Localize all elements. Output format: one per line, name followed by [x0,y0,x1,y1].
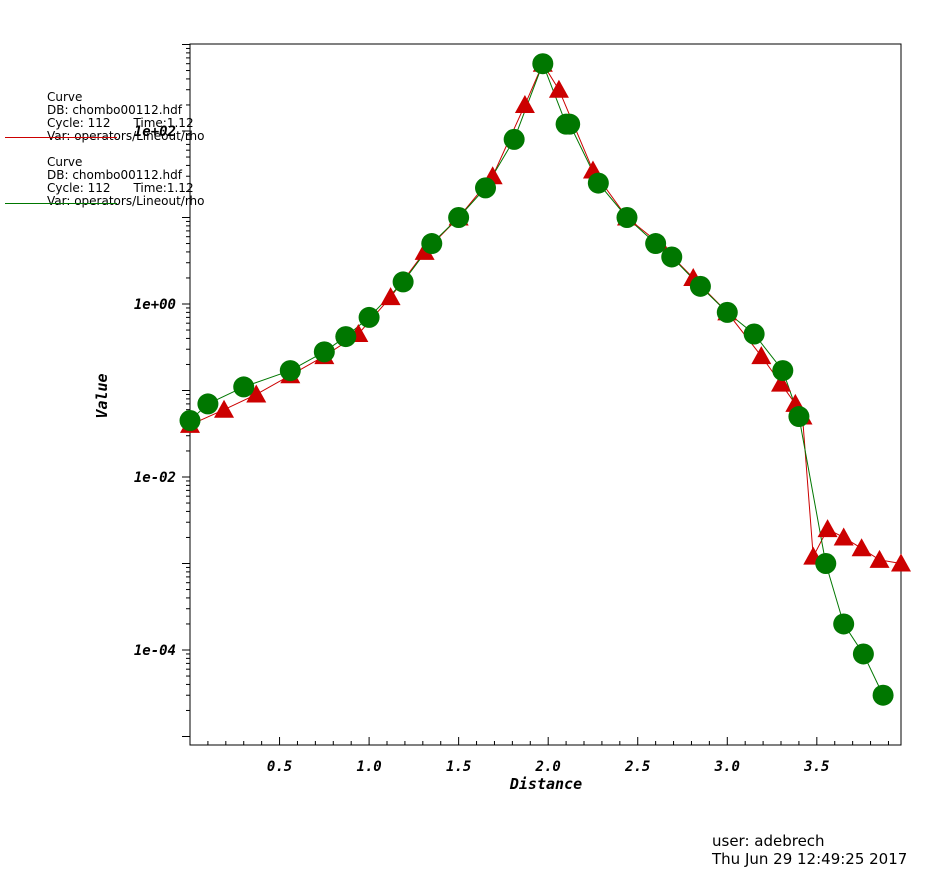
y-axis-ticks: 1e-04 1e-02 1e+00 1e+02 [134,44,190,737]
series-2-point [815,553,837,574]
x-tick-label: 3.5 [803,759,829,775]
y-tick-label: 1e-02 [134,470,176,486]
series-1-line [189,62,902,564]
series-2-point [661,246,683,268]
legend-2-db: DB: chombo00112.hdf [47,168,182,182]
legend-1-var: Var: operators/Lineout/rho [47,129,205,143]
y-axis-title: Value [93,373,111,418]
series-2-point [743,323,765,345]
legend-entry-2: Curve DB: chombo00112.hdf Cycle: 112 Tim… [47,156,205,208]
series-2-point [772,360,794,382]
series-2-point [392,271,414,293]
legend-1-swatch [5,137,117,138]
series-1-point [514,94,535,113]
series-1-point [214,399,235,418]
x-tick-label: 0.5 [267,759,292,775]
series-2-point [313,341,335,363]
series-2-point [475,177,497,199]
legend-2-cycle: Cycle: 112 Time:1.12 [47,181,194,195]
series-layer [179,53,911,706]
series-1-point [833,527,854,546]
legend-1-cycle: Cycle: 112 Time:1.12 [47,116,194,130]
legend-2-var: Var: operators/Lineout/rho [47,194,205,208]
y-tick-label: 1e+00 [134,297,176,313]
series-1-point [891,553,911,572]
series-2-point [833,613,855,635]
x-axis-title: Distance [509,775,582,793]
y-tick-label: 1e+02 [134,124,176,140]
y-tick-label: 1e-04 [134,643,176,659]
legend-1-title: Curve [47,90,83,104]
x-tick-label: 1.5 [446,759,471,775]
footer-user: user: adebrech [712,832,825,850]
series-1-point [246,384,267,403]
x-axis-ticks: 0.5 1.0 1.5 2.0 2.5 3.0 3.5 [207,737,889,775]
series-2-point [503,128,525,150]
series-2-point [788,406,810,428]
series-1-point [380,287,401,306]
series-2-point [421,233,443,255]
x-tick-label: 2.5 [624,759,650,775]
x-tick-label: 1.0 [356,759,381,775]
series-2-point [689,275,711,297]
plot-frame [189,43,902,746]
series-2-point [716,301,738,323]
series-1-point [851,538,872,557]
series-1-point [751,346,772,365]
series-2-point [645,233,667,255]
series-2-point [233,376,255,398]
series-2-point [279,360,301,382]
series-2-point [872,684,894,706]
series-2-point [335,326,357,348]
series-2-point [532,53,554,75]
series-1-point [771,373,792,392]
series-1-point [548,79,569,98]
series-2-point [358,306,380,328]
legend-entry-1: Curve DB: chombo00112.hdf Cycle: 112 Tim… [47,91,205,143]
legend-2-swatch [5,203,117,204]
series-2-point [616,207,638,228]
series-2-point [852,643,874,665]
series-2-point [197,393,219,415]
series-1-point [869,549,890,568]
series-1-point [817,519,838,538]
footer-timestamp: Thu Jun 29 12:49:25 2017 [712,850,908,868]
x-tick-label: 2.0 [535,759,561,775]
legend-2-title: Curve [47,155,83,169]
series-2-point [559,113,581,135]
series-2-point [179,409,201,431]
series-2-point [448,207,470,228]
legend-1-db: DB: chombo00112.hdf [47,103,182,117]
x-tick-label: 3.0 [714,759,740,775]
series-2-point [587,172,609,194]
